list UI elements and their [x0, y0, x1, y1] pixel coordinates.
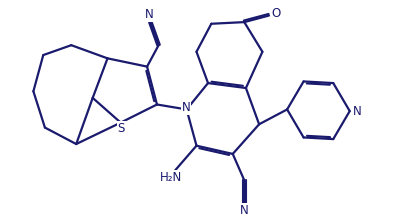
Text: N: N [240, 204, 249, 217]
Text: H₂N: H₂N [160, 171, 182, 184]
Text: S: S [118, 122, 125, 135]
Text: N: N [182, 101, 190, 114]
Text: N: N [145, 8, 153, 21]
Text: O: O [272, 7, 281, 20]
Text: N: N [353, 105, 361, 118]
